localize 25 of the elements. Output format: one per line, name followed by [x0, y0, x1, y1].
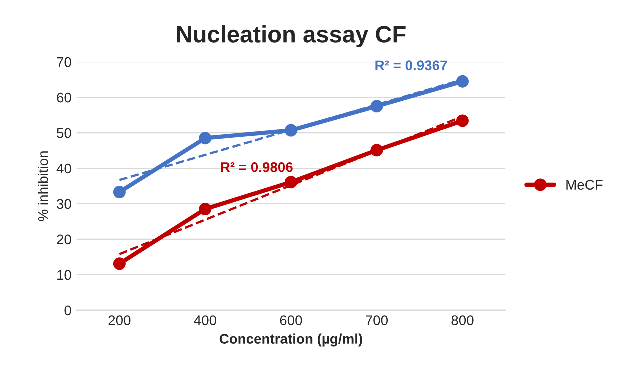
x-tick-label: 600 [280, 316, 302, 326]
y-tick-label: 50 [57, 128, 72, 138]
point [456, 114, 469, 128]
annotation: R² = 0.9367 [376, 60, 448, 71]
legend-label: MeCF [566, 180, 603, 190]
x-tick-label: 700 [366, 316, 388, 326]
y-tick-label: 20 [57, 234, 72, 245]
y-tick-label: 0 [64, 306, 72, 316]
annotation: R² = 0.9806 [221, 162, 293, 172]
point [456, 75, 469, 88]
y-tick-label: 60 [57, 92, 72, 103]
y-tick-label: 10 [58, 270, 72, 280]
point [113, 258, 126, 270]
y-tick-label: 40 [56, 164, 72, 174]
chart-title: Nucleation assay CF [177, 26, 406, 48]
y-axis-title: % inhibition [38, 152, 48, 222]
y-tick-label: 30 [57, 199, 72, 210]
x-axis-title: Concentration (µg/ml) [220, 334, 362, 347]
y-tick-label: 70 [57, 57, 72, 68]
x-tick-label: 400 [194, 316, 216, 326]
x-tick-label: 800 [452, 316, 474, 326]
point [199, 203, 212, 216]
point [199, 132, 212, 145]
point [113, 186, 126, 199]
x-tick-label: 200 [108, 316, 131, 326]
